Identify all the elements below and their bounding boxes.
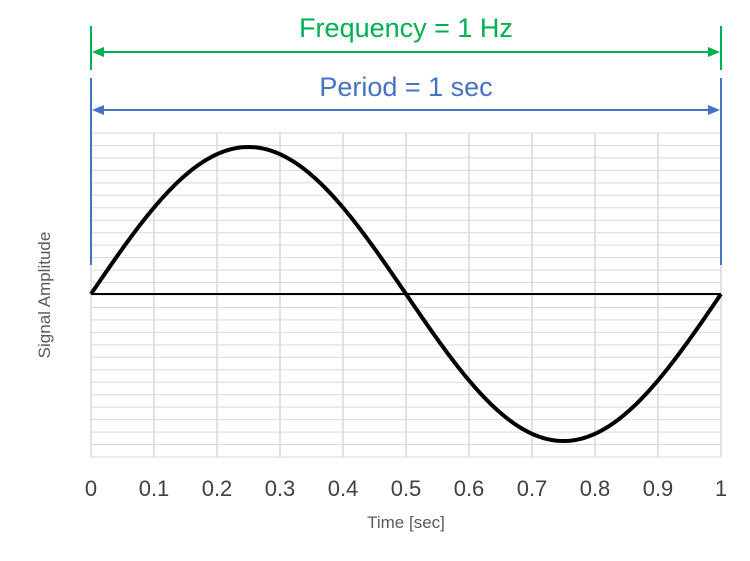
y-axis-title: Signal Amplitude — [35, 232, 54, 359]
sine-wave-line — [89, 145, 723, 443]
frequency-label: Frequency = 1 Hz — [299, 13, 513, 43]
x-tick-label: 0.4 — [328, 476, 359, 501]
frequency-arrowhead-right — [708, 47, 720, 57]
x-tick-label: 1 — [715, 476, 727, 501]
x-tick-label: 0.6 — [454, 476, 485, 501]
x-tick-label: 0.1 — [139, 476, 170, 501]
x-tick-label: 0.3 — [265, 476, 296, 501]
frequency-arrowhead-left — [92, 47, 104, 57]
x-tick-label: 0.7 — [517, 476, 548, 501]
series — [89, 145, 723, 443]
x-tick-label: 0 — [85, 476, 97, 501]
x-axis-title: Time [sec] — [367, 513, 445, 532]
period-label: Period = 1 sec — [319, 72, 492, 102]
annotations: Frequency = 1 Hz Period = 1 sec — [90, 13, 722, 265]
x-tick-label: 0.5 — [391, 476, 422, 501]
x-tick-label: 0.2 — [202, 476, 233, 501]
labels: 0 0.1 0.2 0.3 0.4 0.5 0.6 0.7 0.8 0.9 1 — [85, 476, 727, 501]
x-tick-label: 0.8 — [580, 476, 611, 501]
x-tick-label: 0.9 — [643, 476, 674, 501]
period-arrowhead-left — [92, 105, 104, 115]
period-arrowhead-right — [708, 105, 720, 115]
